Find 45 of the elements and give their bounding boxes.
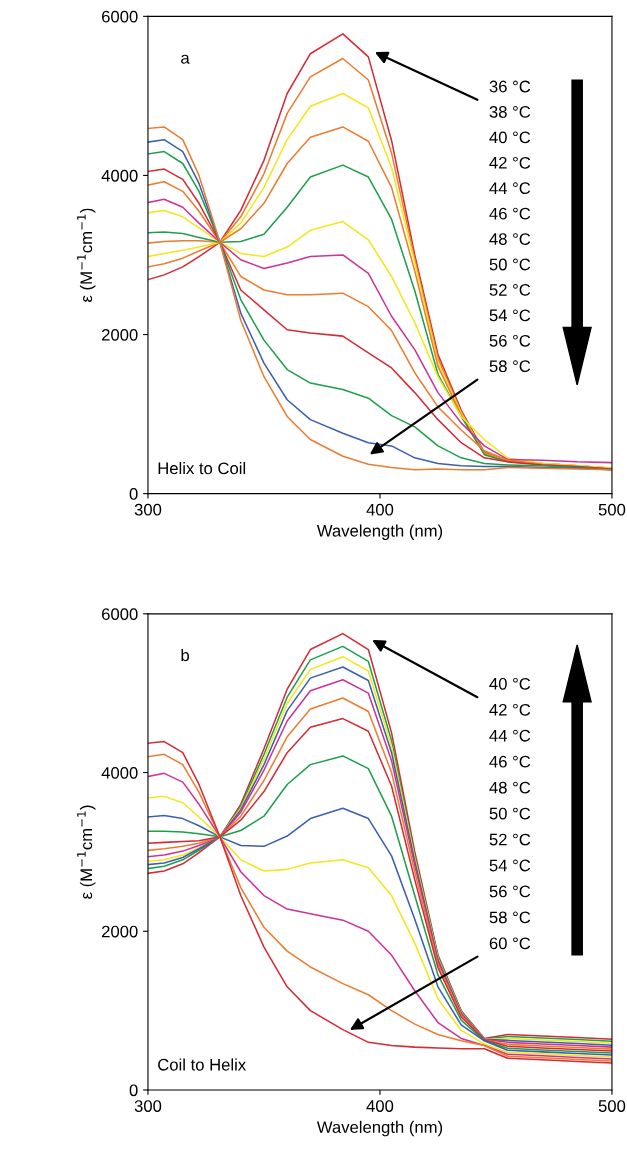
y-tick-label: 2000 [102, 328, 138, 341]
annotation: 58 °C [489, 911, 531, 924]
annotation: b [181, 648, 190, 662]
annotation: 40 °C [489, 677, 531, 690]
annotation: 52 °C [489, 833, 531, 846]
annotation: 54 °C [489, 309, 531, 322]
y-tick-label: 6000 [102, 10, 138, 23]
annotation: 46 °C [489, 755, 531, 768]
x-tick-label: 300 [134, 1100, 162, 1112]
x-tick-label: 300 [134, 503, 162, 516]
annotation: 48 °C [489, 233, 531, 245]
annotation: 48 °C [489, 781, 531, 794]
y-axis-title: ε (M$^{−1}$cm$^{−1}$) [77, 805, 96, 899]
annotation: 52 °C [489, 284, 531, 296]
x-axis-title: Wavelength (nm) [316, 524, 443, 540]
annotation: 56 °C [489, 885, 531, 898]
annotation: 36 °C [489, 80, 531, 93]
annotation: Coil to Helix [158, 1058, 246, 1071]
annotation: 60 °C [489, 937, 531, 950]
y-tick-label: 6000 [102, 608, 138, 621]
annotation: 54 °C [489, 859, 531, 872]
x-tick-label: 500 [598, 1100, 626, 1112]
annotation: 50 °C [489, 258, 531, 271]
x-tick-label: 400 [366, 503, 394, 516]
y-tick-label: 0 [129, 488, 138, 500]
annotation: 42 °C [489, 703, 531, 716]
annotation: 42 °C [489, 156, 531, 169]
y-axis-title: ε (M$^{−1}$cm$^{−1}$) [77, 208, 96, 302]
annotation: 40 °C [489, 131, 531, 144]
annotation: 44 °C [489, 729, 531, 742]
annotation: Helix to Coil [158, 462, 246, 475]
annotation: 58 °C [489, 360, 531, 373]
annotation: 46 °C [489, 207, 531, 220]
annotation: a [181, 54, 190, 64]
annotation: 50 °C [489, 807, 531, 820]
y-tick-label: 2000 [102, 925, 138, 938]
x-axis-title: Wavelength (nm) [316, 1120, 443, 1137]
y-tick-label: 4000 [101, 169, 138, 182]
annotation: 44 °C [489, 182, 531, 195]
y-tick-label: 4000 [101, 766, 138, 779]
x-tick-label: 400 [366, 1100, 394, 1112]
annotation: 56 °C [489, 334, 531, 347]
annotation: 38 °C [489, 106, 531, 118]
x-tick-label: 500 [598, 503, 626, 516]
y-tick-label: 0 [129, 1084, 138, 1097]
